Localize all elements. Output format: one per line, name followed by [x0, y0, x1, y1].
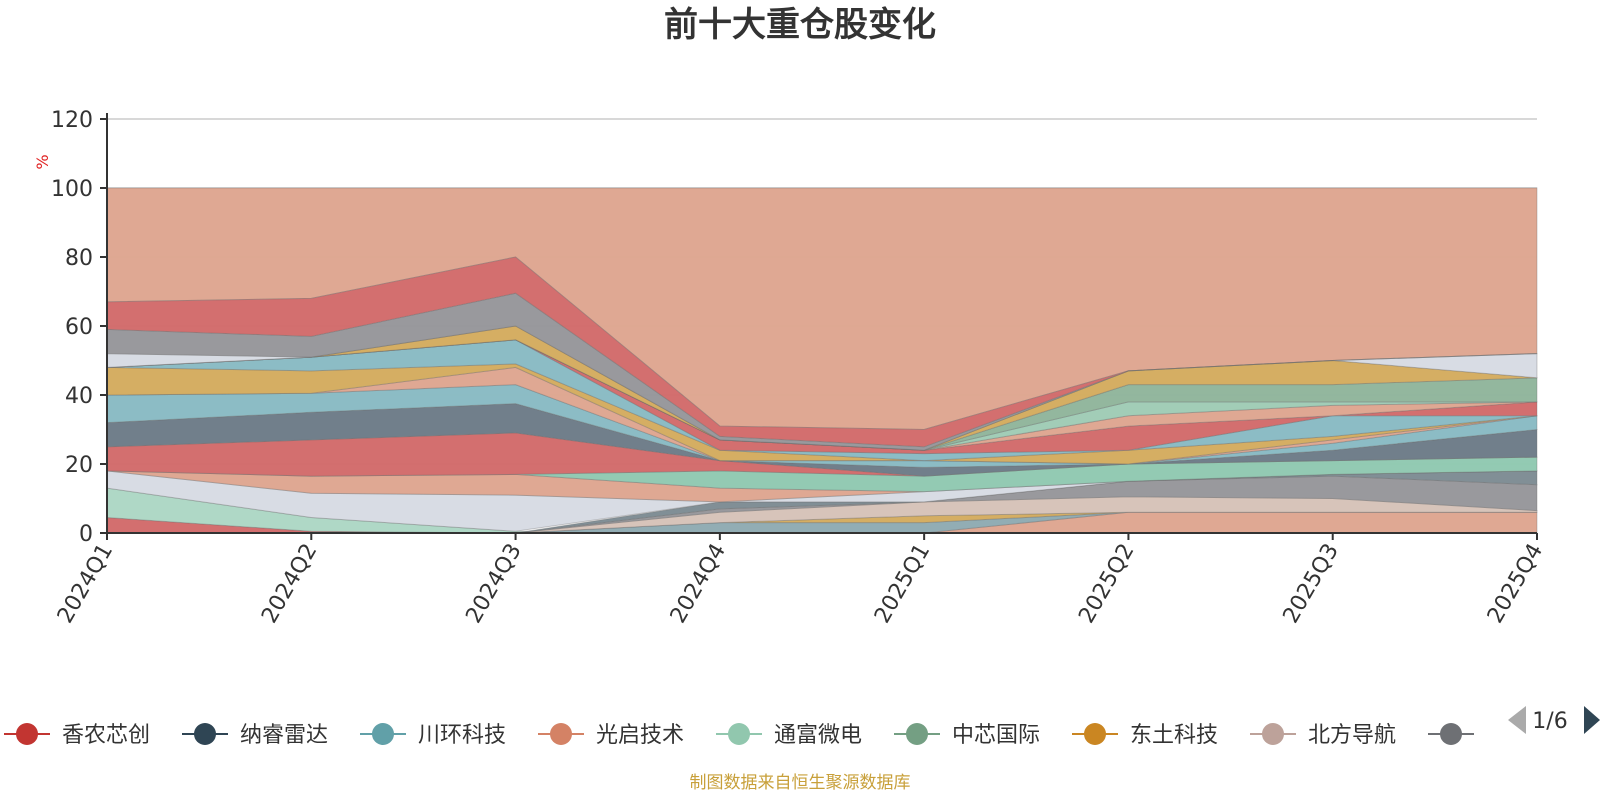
pager-text: 1/6 — [1532, 709, 1567, 734]
x-tick-label: 2025Q2 — [1074, 540, 1139, 628]
area-band — [107, 470, 1538, 534]
legend-pager[interactable]: 1/6 — [1508, 706, 1600, 734]
legend[interactable]: 香农芯创 纳睿雷达 川环科技 光启技术 通富微电 中芯国际 东土科技 北方导航 — [4, 723, 1474, 748]
legend-marker-icon — [16, 723, 38, 745]
legend-marker-icon — [550, 723, 572, 745]
x-tick-label: 2024Q1 — [53, 540, 118, 628]
area-series — [106, 187, 1538, 534]
legend-item[interactable]: 中芯国际 — [894, 723, 1040, 748]
x-tick-label: 2024Q2 — [257, 540, 322, 628]
x-tick-label: 2025Q4 — [1483, 540, 1548, 628]
legend-marker-icon — [728, 723, 750, 745]
area-band — [106, 339, 1538, 455]
legend-item[interactable]: 通富微电 — [716, 723, 862, 748]
legend-marker-icon — [1262, 723, 1284, 745]
legend-marker-icon — [1084, 723, 1106, 745]
legend-item[interactable]: 东土科技 — [1072, 723, 1218, 748]
legend-item[interactable]: 光启技术 — [538, 723, 684, 748]
legend-label: 香农芯创 — [62, 723, 150, 748]
x-tick-label: 2024Q3 — [461, 540, 526, 628]
area-band — [106, 339, 1538, 451]
y-tick-label: 120 — [51, 108, 93, 133]
legend-item[interactable]: 北方导航 — [1250, 723, 1396, 748]
legend-item[interactable]: 香农芯创 — [4, 723, 150, 748]
area-band — [106, 403, 1538, 477]
legend-marker-icon — [906, 723, 928, 745]
y-tick-label: 100 — [51, 177, 93, 202]
x-tick-label: 2025Q1 — [870, 540, 935, 628]
legend-marker-icon — [372, 723, 394, 745]
y-tick-label: 20 — [65, 453, 93, 478]
legend-label: 通富微电 — [774, 723, 862, 748]
legend-label: 北方导航 — [1308, 723, 1396, 748]
area-band — [107, 511, 1537, 534]
pager-prev-icon[interactable] — [1508, 706, 1526, 734]
y-tick-label: 40 — [65, 384, 93, 409]
y-axis-label: % — [33, 154, 52, 169]
x-tick-label: 2024Q4 — [666, 540, 731, 628]
chart-title: 前十大重仓股变化 — [664, 5, 936, 45]
area-band — [107, 496, 1538, 534]
y-tick-label: 60 — [65, 315, 93, 340]
area-band — [107, 475, 1538, 534]
legend-marker-icon — [194, 723, 216, 745]
legend-label: 光启技术 — [596, 723, 684, 748]
pager-next-icon[interactable] — [1584, 706, 1600, 734]
legend-label: 纳睿雷达 — [240, 723, 328, 748]
legend-label: 川环科技 — [418, 723, 506, 748]
x-tick-label: 2025Q3 — [1279, 540, 1344, 628]
y-tick-label: 80 — [65, 246, 93, 271]
y-tick-label: 0 — [79, 522, 93, 547]
legend-label: 东土科技 — [1130, 723, 1218, 748]
legend-marker-icon — [1440, 723, 1462, 745]
area-band — [106, 256, 1538, 448]
legend-item[interactable]: 川环科技 — [360, 723, 506, 748]
source-note: 制图数据来自恒生聚源数据库 — [690, 773, 911, 793]
legend-item[interactable]: 纳睿雷达 — [182, 723, 328, 748]
legend-item[interactable] — [1428, 723, 1474, 745]
legend-label: 中芯国际 — [952, 723, 1040, 748]
